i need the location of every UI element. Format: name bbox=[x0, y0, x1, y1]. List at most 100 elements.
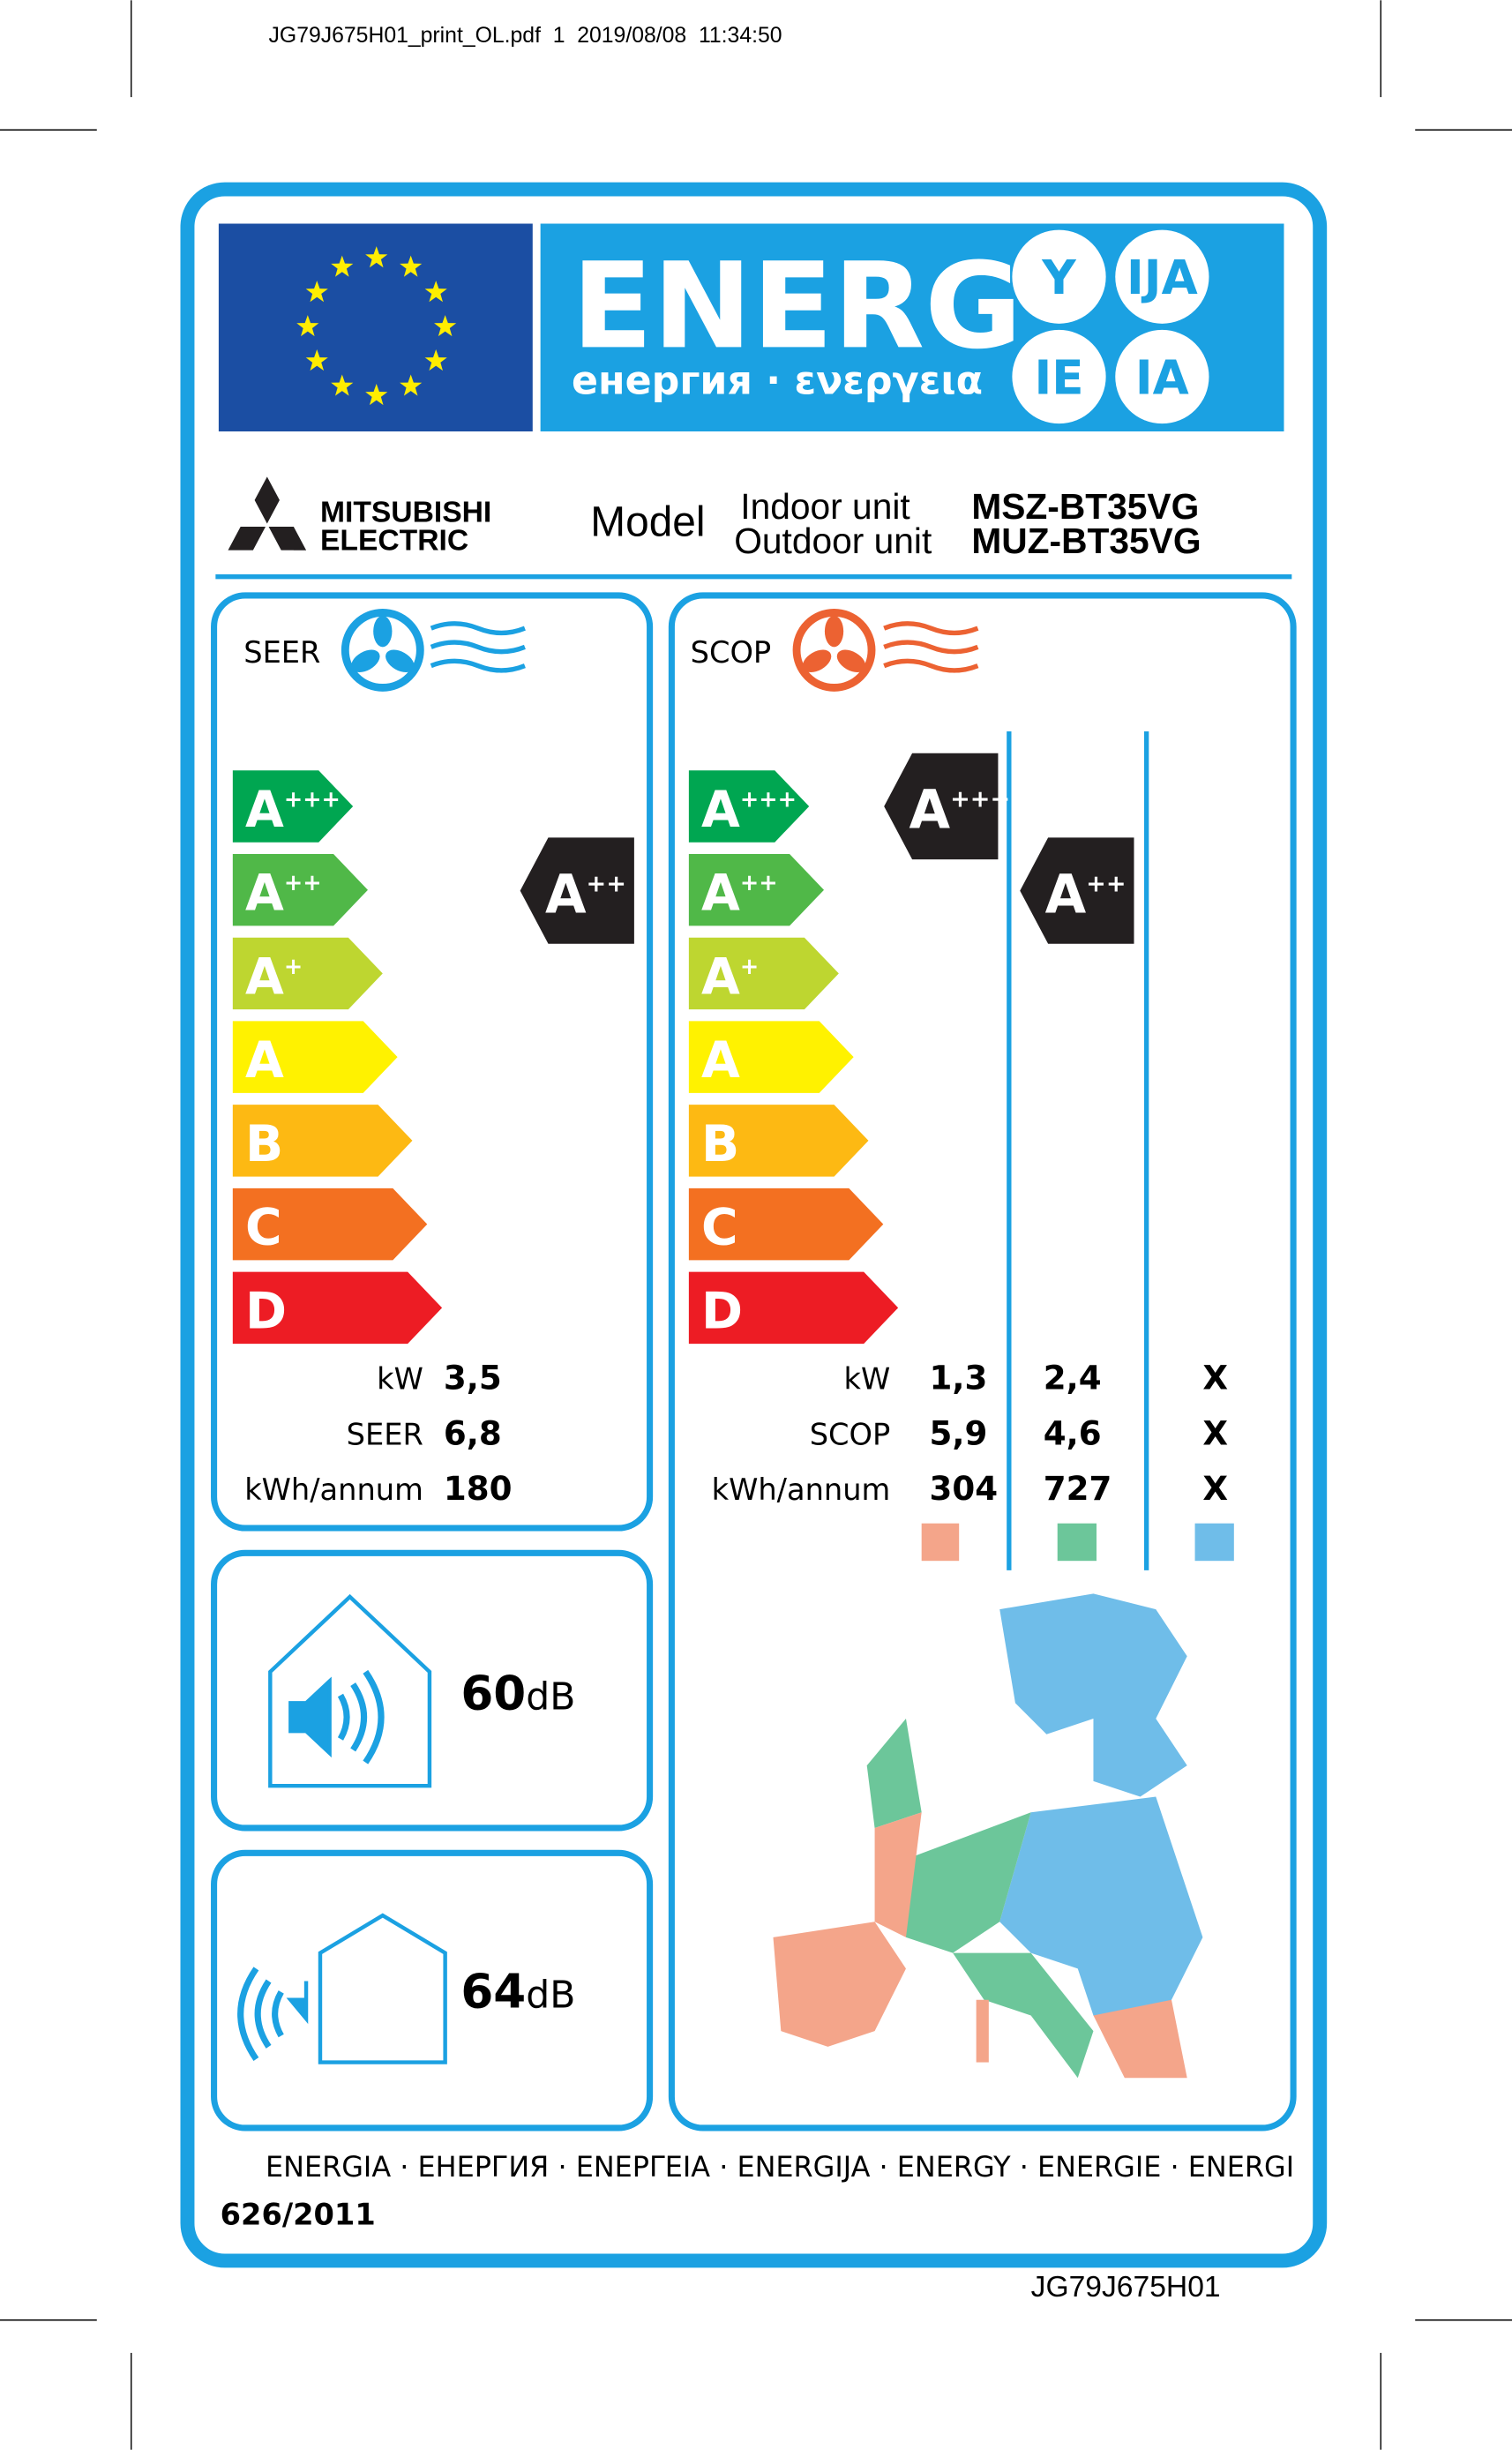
class-arrow bbox=[688, 1021, 854, 1093]
class-letter: D bbox=[245, 1282, 287, 1340]
class-letter: A bbox=[245, 865, 284, 923]
indoor-noise-icon bbox=[268, 1593, 432, 1788]
class-label: C bbox=[701, 1199, 738, 1257]
class-letter: A bbox=[245, 1031, 284, 1090]
class-letter: A bbox=[701, 865, 740, 923]
row-label: SCOP bbox=[810, 1417, 891, 1451]
outdoor-model: MUZ-BT35VG bbox=[971, 521, 1201, 561]
brand-line1: MITSUBISHI bbox=[320, 497, 491, 529]
class-arrow bbox=[688, 770, 810, 843]
outdoor-label: Outdoor unit bbox=[734, 521, 932, 561]
star bbox=[305, 349, 328, 371]
suffix-circles: Y IJA IE IA bbox=[1012, 229, 1209, 424]
star bbox=[400, 255, 423, 277]
class-label: B bbox=[245, 1115, 283, 1173]
heating-icon bbox=[792, 608, 979, 692]
class-letter: B bbox=[701, 1115, 739, 1173]
rating-arrow bbox=[1020, 837, 1134, 944]
row-value: X bbox=[1202, 1358, 1228, 1397]
class-sup: ++ bbox=[740, 870, 778, 896]
class-arrow bbox=[688, 1188, 884, 1261]
rating-arrow bbox=[520, 837, 634, 944]
noise-unit: dB bbox=[526, 1974, 575, 2018]
class-label: A bbox=[245, 1031, 284, 1090]
star bbox=[434, 315, 457, 337]
class-sup: +++ bbox=[950, 786, 1010, 813]
class-arrow bbox=[232, 937, 383, 1010]
row-label: kWh/annum bbox=[712, 1472, 891, 1507]
class-sup: +++ bbox=[740, 786, 797, 813]
row-label: kW bbox=[844, 1361, 891, 1396]
class-label: A++ bbox=[545, 864, 626, 925]
class-letter: A bbox=[909, 780, 951, 842]
indoor-noise: 60dB bbox=[460, 1666, 575, 1720]
suffix-circle bbox=[1115, 329, 1209, 424]
class-letter: C bbox=[245, 1199, 282, 1257]
class-sup: ++ bbox=[284, 870, 322, 896]
class-label: A+++ bbox=[701, 781, 797, 839]
zone-colder bbox=[1194, 1523, 1234, 1562]
class-letter: D bbox=[701, 1282, 743, 1340]
star bbox=[296, 315, 319, 337]
star bbox=[331, 255, 354, 277]
class-arrow bbox=[688, 1271, 899, 1345]
class-letter: A bbox=[1045, 864, 1087, 925]
class-label: A+ bbox=[701, 948, 759, 1006]
class-label: D bbox=[701, 1282, 743, 1340]
class-arrow bbox=[688, 937, 839, 1010]
class-arrow bbox=[232, 1105, 413, 1177]
suffix-circle bbox=[1012, 229, 1106, 324]
outdoor-noise: 64dB bbox=[460, 1965, 575, 2019]
star bbox=[400, 374, 423, 396]
energy-subtitle: енергия · ενεργεια bbox=[572, 359, 983, 404]
class-label: A+++ bbox=[245, 781, 341, 839]
class-arrow bbox=[232, 1021, 398, 1093]
row-value: 4,6 bbox=[1044, 1413, 1102, 1452]
brand-logo bbox=[228, 476, 307, 551]
europe-map bbox=[773, 1593, 1203, 2079]
class-arrow bbox=[232, 1188, 428, 1261]
class-sup: ++ bbox=[587, 870, 626, 897]
seer-label: SEER bbox=[243, 635, 320, 670]
column-lines bbox=[1007, 731, 1149, 1570]
row-label: kWh/annum bbox=[244, 1472, 423, 1507]
scop-label: SCOP bbox=[691, 635, 772, 670]
row-label: kW bbox=[377, 1361, 423, 1396]
suffix: IA bbox=[1135, 351, 1189, 406]
zone-average bbox=[1057, 1523, 1097, 1562]
outdoor-noise-icon bbox=[237, 1913, 447, 2064]
class-letter: C bbox=[701, 1199, 738, 1257]
energy-title: ENERG bbox=[572, 236, 1022, 375]
row-value: X bbox=[1202, 1413, 1228, 1452]
noise-unit: dB bbox=[526, 1675, 575, 1719]
suffix: IJA bbox=[1127, 251, 1198, 305]
class-sup: ++ bbox=[1086, 870, 1126, 897]
rating-arrow bbox=[884, 753, 999, 860]
row-value: 2,4 bbox=[1044, 1358, 1102, 1397]
class-letter: A bbox=[245, 781, 284, 839]
star bbox=[305, 281, 328, 303]
class-label: A bbox=[701, 1031, 740, 1090]
row-value: 5,9 bbox=[930, 1413, 988, 1452]
row-value: 304 bbox=[930, 1469, 999, 1508]
class-letter: A bbox=[701, 781, 740, 839]
regulation: 626/2011 bbox=[221, 2198, 376, 2232]
brand-line2: ELECTRIC bbox=[320, 525, 468, 558]
indoor-label: Indoor unit bbox=[740, 486, 910, 527]
suffix-circle bbox=[1012, 329, 1106, 424]
class-label: A++ bbox=[701, 865, 778, 923]
class-letter: B bbox=[245, 1115, 283, 1173]
class-sup: + bbox=[740, 954, 759, 980]
zone-warmer bbox=[921, 1523, 960, 1562]
star bbox=[424, 281, 447, 303]
model-label: Model bbox=[590, 499, 705, 546]
class-letter: A bbox=[545, 864, 587, 925]
eu-stars bbox=[296, 246, 457, 406]
class-letter: A bbox=[701, 948, 740, 1006]
class-label: A++ bbox=[1045, 864, 1127, 925]
class-arrow bbox=[688, 1105, 869, 1177]
footer-languages: ENERGIA · ЕНЕРГИЯ · ΕΝΕΡΓΕΙΑ · ENERGIJA … bbox=[266, 2150, 1294, 2184]
class-label: A+ bbox=[245, 948, 303, 1006]
